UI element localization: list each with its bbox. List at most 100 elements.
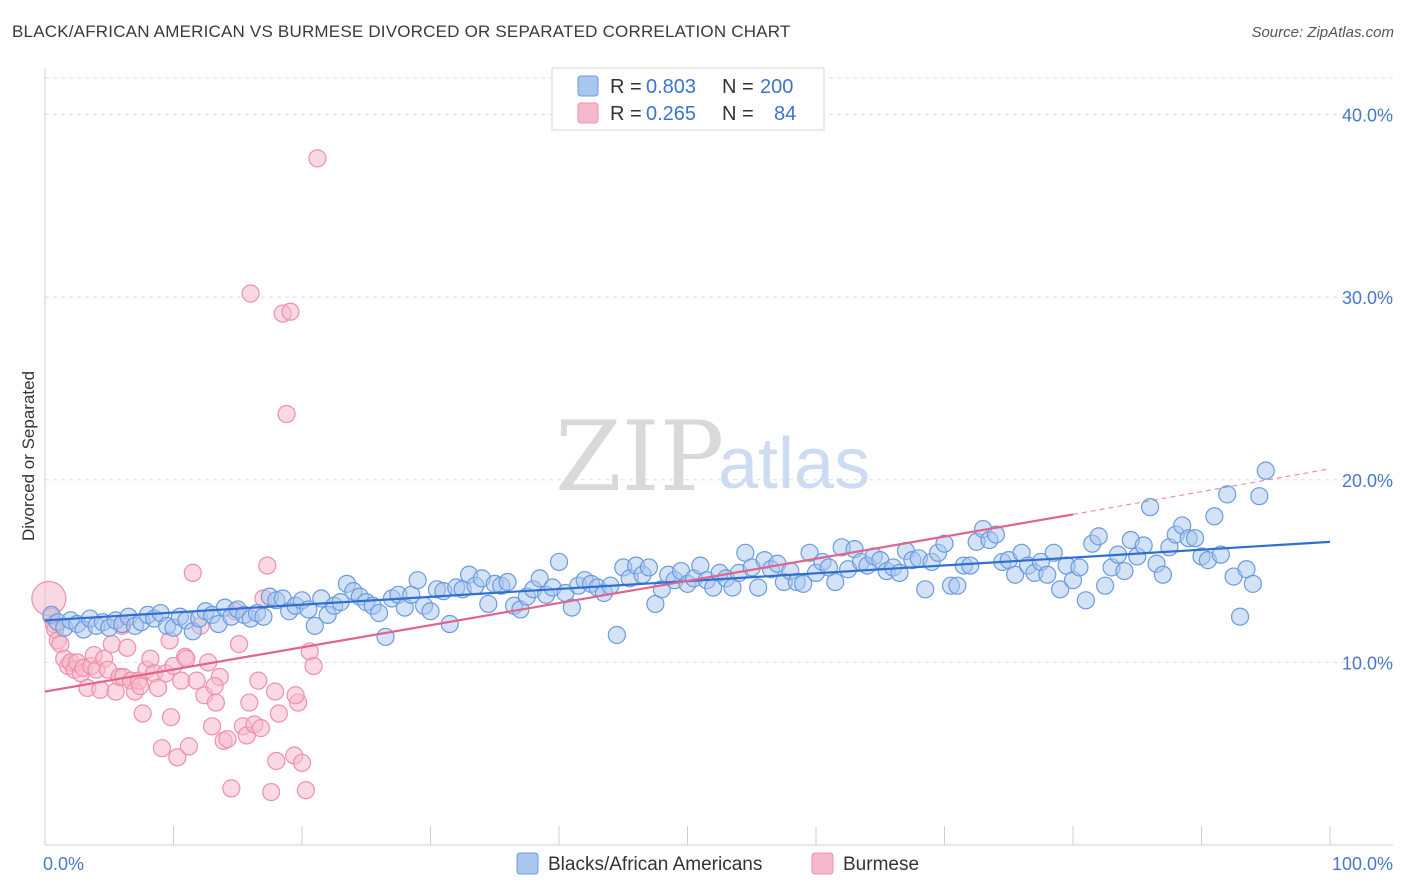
burmese-point (265, 682, 285, 701)
legend-n-label-pink: N = (722, 103, 754, 125)
black-point (948, 576, 967, 595)
black-point (800, 543, 819, 562)
black-point (1134, 536, 1153, 555)
burmese-points (31, 149, 327, 802)
burmese-point (187, 671, 206, 690)
black-point (1256, 461, 1275, 480)
burmese-point (202, 717, 222, 736)
black-point (1070, 558, 1089, 577)
black-point (794, 574, 813, 593)
legend-n-label-blue: N = (722, 76, 754, 98)
burmese-point (240, 693, 259, 712)
burmese-point (258, 556, 277, 575)
black-point (1205, 507, 1224, 526)
black-point (498, 572, 517, 592)
y-tick-labels: 10.0% 20.0% 30.0% 40.0% (1342, 106, 1393, 674)
black-point (1218, 485, 1237, 504)
black-point (408, 571, 427, 590)
burmese-point (277, 404, 296, 424)
burmese-point (172, 671, 191, 690)
burmese-point (269, 704, 288, 723)
stats-legend: R = 0.803 N = 200 R = 0.265 N = 84 (551, 67, 825, 131)
black-point (1051, 580, 1070, 599)
legend-swatch-blue (577, 75, 599, 97)
bottom-legend-swatch-blue (516, 852, 539, 875)
black-point (421, 602, 440, 621)
watermark: ZIP atlas (555, 401, 870, 513)
burmese-point (304, 656, 323, 676)
burmese-point (133, 704, 152, 723)
burmese-point (296, 781, 315, 800)
burmese-point (148, 678, 168, 698)
legend-r-label-blue: R = (610, 76, 642, 98)
burmese-point (206, 693, 226, 712)
y-tick-label: 20.0% (1342, 471, 1393, 491)
y-tick-label: 10.0% (1342, 653, 1393, 673)
burmese-point (177, 649, 196, 668)
black-point (1115, 561, 1134, 581)
bottom-legend-label-pink: Burmese (843, 854, 919, 875)
burmese-point (241, 284, 260, 303)
legend-n-value-pink: 84 (774, 103, 796, 125)
black-point (479, 594, 498, 614)
x-tick-labels: 0.0% 100.0% (43, 854, 1393, 874)
y-tick-label: 40.0% (1342, 106, 1393, 126)
burmese-trend-line (44, 513, 1074, 693)
burmese-trend-extension (1072, 468, 1331, 516)
black-point (749, 578, 768, 597)
bottom-legend-label-blue: Blacks/African Americans (548, 854, 762, 875)
burmese-point (229, 635, 249, 654)
black-point (935, 534, 954, 553)
burmese-point (183, 563, 202, 582)
black-point (440, 614, 459, 634)
black-point (305, 616, 324, 635)
black-point (1038, 565, 1057, 584)
burmese-point (161, 708, 181, 727)
source-label: Source: ZipAtlas.com (1251, 24, 1394, 41)
x-tick-label: 0.0% (43, 854, 84, 874)
burmese-point (118, 638, 137, 657)
y-axis-label: Divorced or Separated (19, 371, 38, 541)
black-point (1089, 527, 1108, 546)
burmese-point (249, 671, 268, 690)
legend-r-label-pink: R = (610, 103, 642, 125)
burmese-point (218, 729, 237, 749)
black-point (639, 558, 659, 577)
watermark-zip: ZIP (555, 401, 724, 513)
burmese-point (262, 782, 281, 802)
black-point (562, 598, 581, 617)
black-point (1185, 529, 1205, 548)
black-point (1096, 576, 1115, 595)
black-point (607, 625, 626, 645)
black-point (986, 525, 1006, 544)
black-point (530, 569, 549, 588)
black-point (1006, 565, 1025, 584)
black-point (961, 556, 980, 575)
legend-r-value-blue: 0.803 (646, 76, 696, 98)
black-point (1153, 565, 1173, 584)
axes (44, 68, 1393, 846)
x-tick-label: 100.0% (1332, 854, 1393, 874)
black-point (370, 603, 389, 623)
black-point (254, 607, 273, 626)
bottom-legend-swatch-pink (811, 852, 834, 875)
black-point (1250, 487, 1269, 506)
legend-r-value-pink: 0.265 (646, 103, 696, 125)
burmese-point (286, 686, 305, 705)
black-point (1140, 498, 1160, 517)
chart-title: BLACK/AFRICAN AMERICAN VS BURMESE DIVORC… (12, 22, 791, 41)
black-point (1044, 543, 1063, 562)
black-point (916, 580, 935, 599)
burmese-point (102, 635, 121, 654)
series-legend: Blacks/African Americans Burmese (516, 852, 919, 875)
burmese-point (292, 753, 312, 772)
black-point (1076, 591, 1095, 610)
legend-n-value-blue: 200 (760, 76, 793, 98)
black-point (1211, 545, 1230, 564)
watermark-atlas: atlas (718, 424, 870, 504)
burmese-point (308, 149, 327, 168)
trend-lines (44, 468, 1331, 693)
burmese-point (152, 739, 172, 758)
black-point (1243, 574, 1263, 593)
